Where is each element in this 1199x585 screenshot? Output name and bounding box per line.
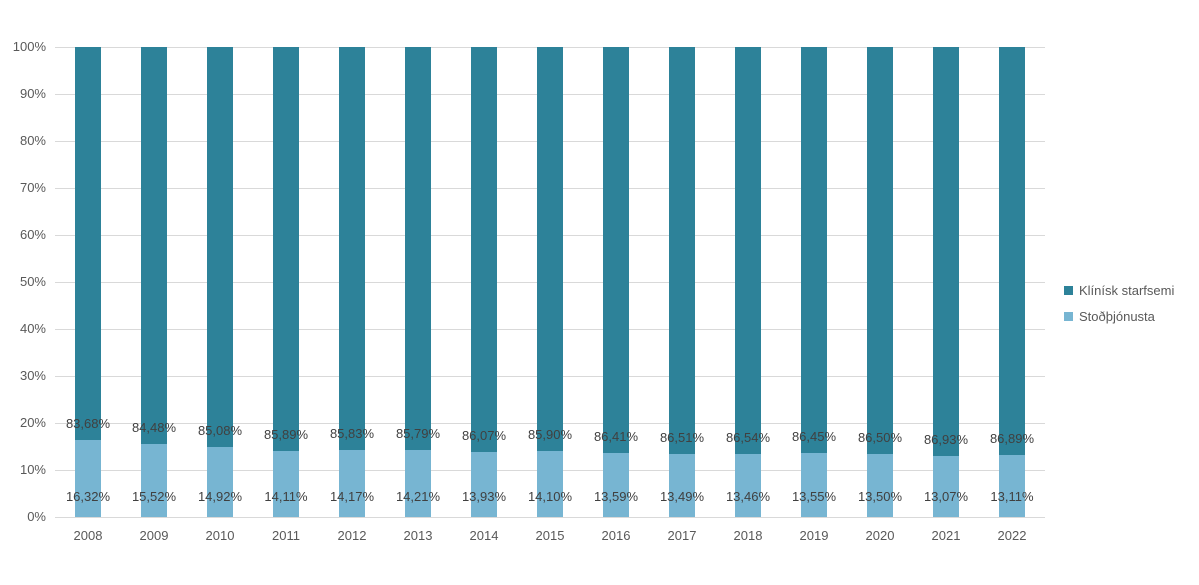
data-label-klinisk-starfsemi-2019: 86,45% (791, 429, 837, 445)
bar-segment-klinisk-starfsemi-2021 (933, 47, 959, 456)
data-label-stodthjonusta-2020: 13,50% (857, 489, 903, 504)
bar-segment-stodthjonusta-2011 (273, 450, 299, 517)
bar-segment-klinisk-starfsemi-2009 (141, 47, 167, 445)
x-tick-label-2017: 2017 (667, 528, 697, 543)
data-label-stodthjonusta-2016: 13,59% (593, 489, 639, 504)
y-tick-label-40%: 40% (19, 321, 46, 336)
data-label-klinisk-starfsemi-2022: 86,89% (989, 431, 1035, 447)
legend-item-klinisk-starfsemi: Klínísk starfsemi (1064, 283, 1174, 298)
y-tick-label-70%: 70% (19, 180, 46, 195)
bar-segment-stodthjonusta-2012 (339, 450, 365, 517)
y-tick-label-90%: 90% (19, 86, 46, 101)
x-tick-label-2011: 2011 (272, 528, 300, 543)
x-tick-label-2022: 2022 (997, 528, 1027, 543)
bar-segment-klinisk-starfsemi-2016 (603, 47, 629, 454)
bar-segment-stodthjonusta-2022 (999, 455, 1025, 517)
data-label-stodthjonusta-2015: 14,10% (527, 489, 573, 504)
legend-marker-stodthjonusta (1064, 312, 1073, 321)
y-tick-label-60%: 60% (19, 227, 46, 242)
bar-segment-stodthjonusta-2013 (405, 450, 431, 517)
data-label-stodthjonusta-2019: 13,55% (791, 489, 837, 504)
legend: Klínísk starfsemi Stoðþjónusta (1064, 283, 1174, 335)
x-tick-label-2012: 2012 (337, 528, 367, 543)
bar-segment-klinisk-starfsemi-2011 (273, 47, 299, 451)
data-label-stodthjonusta-2009: 15,52% (131, 489, 177, 504)
bar-segment-klinisk-starfsemi-2010 (207, 47, 233, 447)
data-label-stodthjonusta-2021: 13,07% (923, 489, 969, 504)
data-label-klinisk-starfsemi-2014: 86,07% (461, 427, 507, 443)
data-label-klinisk-starfsemi-2015: 85,90% (527, 426, 573, 442)
bar-segment-klinisk-starfsemi-2015 (537, 47, 563, 451)
x-tick-label-2016: 2016 (601, 528, 631, 543)
data-label-stodthjonusta-2022: 13,11% (990, 489, 1034, 504)
x-tick-label-2014: 2014 (469, 528, 499, 543)
x-tick-label-2018: 2018 (733, 528, 763, 543)
data-label-klinisk-starfsemi-2009: 84,48% (131, 420, 177, 436)
bar-segment-klinisk-starfsemi-2008 (75, 47, 101, 441)
bar-segment-stodthjonusta-2018 (735, 453, 761, 517)
y-tick-label-10%: 10% (19, 462, 46, 477)
bar-segment-klinisk-starfsemi-2018 (735, 47, 761, 454)
bar-segment-klinisk-starfsemi-2013 (405, 47, 431, 451)
data-label-klinisk-starfsemi-2012: 85,83% (329, 426, 375, 442)
data-label-stodthjonusta-2011: 14,11% (264, 489, 308, 504)
legend-label-stodthjonusta: Stoðþjónusta (1079, 309, 1155, 324)
data-label-stodthjonusta-2017: 13,49% (659, 489, 705, 504)
bar-segment-stodthjonusta-2017 (669, 453, 695, 517)
x-tick-label-2015: 2015 (535, 528, 565, 543)
bar-segment-stodthjonusta-2019 (801, 453, 827, 517)
bar-segment-stodthjonusta-2015 (537, 450, 563, 517)
y-tick-label-30%: 30% (19, 368, 46, 383)
y-tick-label-0%: 0% (27, 509, 46, 524)
x-tick-label-2019: 2019 (799, 528, 829, 543)
bar-segment-stodthjonusta-2021 (933, 455, 959, 517)
bar-segment-klinisk-starfsemi-2019 (801, 47, 827, 454)
data-label-klinisk-starfsemi-2008: 83,68% (65, 416, 111, 432)
bar-segment-stodthjonusta-2009 (141, 444, 167, 517)
data-label-klinisk-starfsemi-2010: 85,08% (197, 422, 243, 438)
data-label-stodthjonusta-2014: 13,93% (461, 489, 507, 504)
legend-item-stodthjonusta: Stoðþjónusta (1064, 309, 1174, 324)
bar-segment-klinisk-starfsemi-2022 (999, 47, 1025, 456)
data-label-klinisk-starfsemi-2013: 85,79% (395, 426, 441, 442)
data-label-klinisk-starfsemi-2016: 86,41% (593, 429, 639, 445)
bar-segment-stodthjonusta-2014 (471, 451, 497, 517)
data-label-klinisk-starfsemi-2020: 86,50% (857, 429, 903, 445)
x-tick-label-2020: 2020 (865, 528, 895, 543)
y-tick-label-80%: 80% (19, 133, 46, 148)
y-tick-label-50%: 50% (19, 274, 46, 289)
x-tick-label-2009: 2009 (139, 528, 169, 543)
data-label-klinisk-starfsemi-2021: 86,93% (923, 431, 969, 447)
legend-marker-klinisk-starfsemi (1064, 286, 1073, 295)
x-tick-label-2013: 2013 (403, 528, 433, 543)
bar-segment-klinisk-starfsemi-2017 (669, 47, 695, 454)
gridline-0% (55, 517, 1045, 518)
data-label-stodthjonusta-2010: 14,92% (197, 489, 243, 504)
y-tick-label-100%: 100% (12, 39, 46, 54)
x-tick-label-2008: 2008 (73, 528, 103, 543)
bar-segment-klinisk-starfsemi-2014 (471, 47, 497, 452)
data-label-stodthjonusta-2008: 16,32% (65, 489, 111, 504)
data-label-klinisk-starfsemi-2018: 86,54% (725, 429, 771, 445)
x-tick-label-2021: 2021 (931, 528, 961, 543)
data-label-stodthjonusta-2018: 13,46% (725, 489, 771, 504)
data-label-klinisk-starfsemi-2011: 85,89% (263, 426, 309, 442)
data-label-stodthjonusta-2013: 14,21% (395, 489, 441, 504)
data-label-klinisk-starfsemi-2017: 86,51% (659, 429, 705, 445)
bar-segment-stodthjonusta-2008 (75, 440, 101, 517)
x-tick-label-2010: 2010 (205, 528, 235, 543)
bar-segment-klinisk-starfsemi-2020 (867, 47, 893, 454)
data-label-stodthjonusta-2012: 14,17% (329, 489, 375, 504)
bar-segment-stodthjonusta-2016 (603, 453, 629, 517)
bar-segment-stodthjonusta-2010 (207, 446, 233, 517)
bar-segment-stodthjonusta-2020 (867, 453, 893, 517)
y-tick-label-20%: 20% (19, 415, 46, 430)
bar-segment-klinisk-starfsemi-2012 (339, 47, 365, 451)
legend-label-klinisk-starfsemi: Klínísk starfsemi (1079, 283, 1175, 298)
